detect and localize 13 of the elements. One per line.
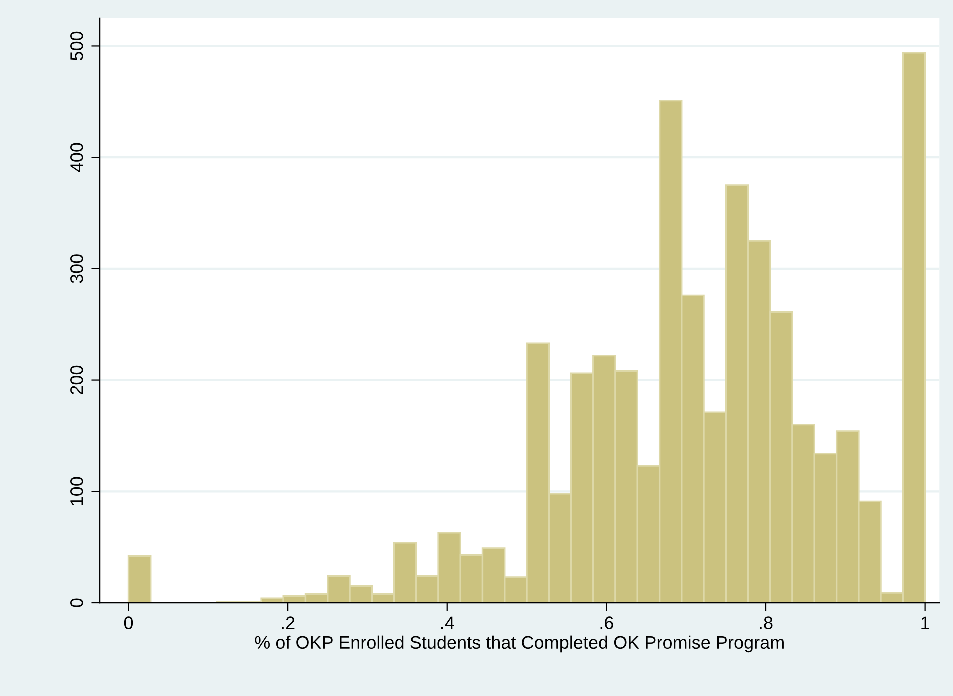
x-tick-label: .4 [441,616,454,630]
x-tick-label: .8 [760,616,773,630]
y-tick-label: 200 [70,366,84,394]
y-tick-label: 500 [70,32,84,61]
y-tick-label: 0 [70,598,84,608]
x-tick-label: 1 [922,616,930,630]
x-tick-label: .2 [282,616,295,630]
y-tick-label: 300 [70,254,84,284]
x-axis-title: % of OKP Enrolled Students that Completed OK Promise Program [255,636,784,653]
x-tick-label: 0 [124,616,134,630]
y-tick-label: 400 [70,143,84,172]
y-tick-label: 100 [70,477,84,506]
x-tick-label: .6 [600,616,614,630]
